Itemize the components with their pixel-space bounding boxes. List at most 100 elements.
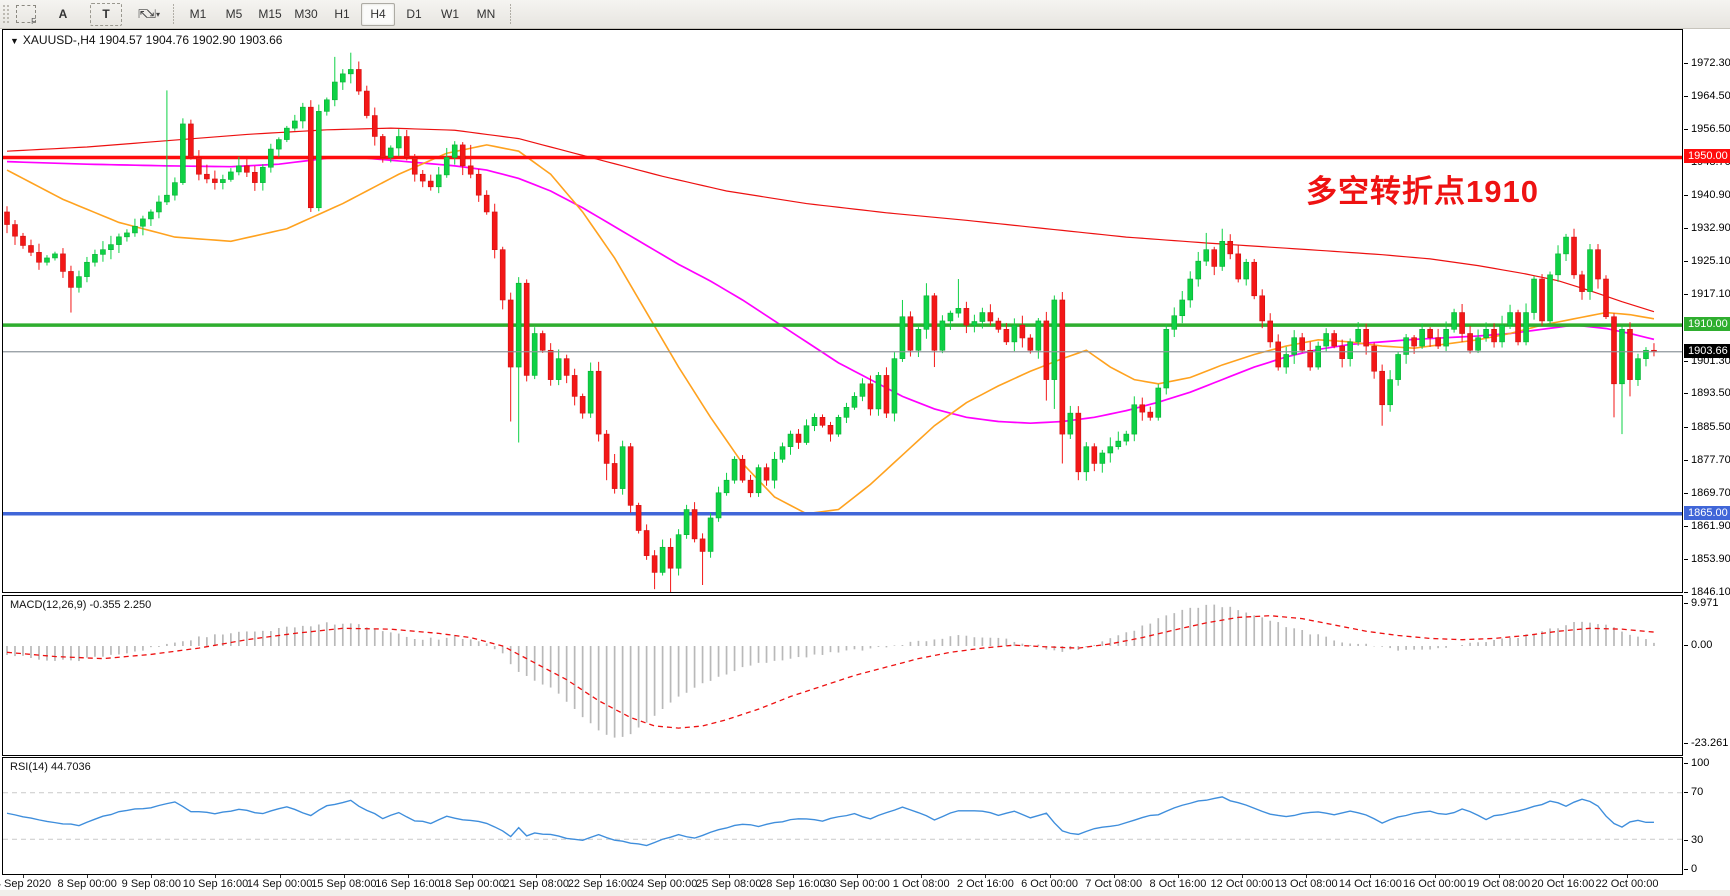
timeframe-button-h4[interactable]: H4 (361, 2, 395, 26)
macd-panel[interactable]: MACD(12,26,9) -0.355 2.250 (2, 595, 1683, 756)
time-label: 18 Sep 00:00 (439, 878, 505, 890)
time-axis[interactable]: 4 Sep 2020 8 Sep 00:00 9 Sep 08:00 10 Sep 1… (0, 875, 1683, 892)
time-label: 28 Sep 16:00 (760, 878, 826, 890)
time-label: 19 Oct 08:00 (1467, 878, 1531, 890)
price-tick-label: 1893.50 (1691, 387, 1730, 400)
rsi-label: RSI(14) 44.7036 (10, 761, 91, 773)
macd-canvas[interactable] (3, 596, 1682, 755)
time-label: 24 Sep 00:00 (631, 878, 698, 890)
time-tick (1434, 875, 1436, 878)
price-tick-label: 1846.10 (1691, 585, 1730, 598)
time-label: 1 Oct 08:00 (892, 878, 950, 890)
time-tick (343, 875, 345, 878)
timeframe-bar: M1 M5 M15 M30 H1 H4 D1 W1 MN (181, 2, 503, 26)
rsi-tick-label: 0 (1691, 863, 1698, 875)
time-label: 15 Sep 08:00 (311, 878, 377, 890)
timeframe-button-d1[interactable]: D1 (406, 7, 422, 21)
chart-shift-icon[interactable]: F (16, 5, 36, 26)
trend-annotation-text: 多空转折点1910 (1306, 174, 1539, 209)
time-label: 6 Oct 00:00 (1021, 878, 1078, 890)
time-label: 25 Sep 08:00 (696, 878, 762, 890)
toolbar-separator (173, 4, 174, 24)
time-tick (792, 875, 794, 878)
macd-tick-label: 0.00 (1691, 639, 1713, 651)
time-tick (215, 875, 217, 878)
time-label: 2 Oct 16:00 (956, 878, 1014, 890)
time-tick (151, 875, 153, 878)
time-label: 21 Sep 08:00 (503, 878, 569, 890)
timeframe-button-mn[interactable]: MN (476, 7, 496, 21)
time-label: 13 Oct 08:00 (1274, 878, 1338, 890)
one-click-trading-icon[interactable]: ▼ (10, 36, 19, 46)
axis-tick (1684, 360, 1688, 362)
arrows-icon: ⇱⇲ (137, 7, 156, 21)
timeframe-button-m30[interactable]: M30 (294, 7, 318, 21)
time-label: 22 Sep 16:00 (567, 878, 634, 890)
macd-label: MACD(12,26,9) -0.355 2.250 (10, 599, 152, 611)
time-tick (1562, 875, 1564, 878)
time-tick (664, 875, 666, 878)
axis-tick (1684, 525, 1688, 527)
time-tick (1113, 875, 1115, 878)
time-label: 10 Sep 16:00 (182, 878, 249, 890)
time-tick (985, 875, 987, 878)
price-chart-panel[interactable]: ▼ XAUUSD-,H4 1904.57 1904.76 1902.90 1903… (2, 29, 1683, 593)
rsi-panel[interactable]: RSI(14) 44.7036 (2, 757, 1683, 875)
timeframe-button-h1[interactable]: H1 (334, 7, 350, 21)
price-chart-canvas[interactable] (3, 30, 1682, 592)
axis-tick (1684, 228, 1688, 230)
text-tool-button[interactable]: T (90, 2, 122, 26)
time-label: 8 Sep 00:00 (57, 878, 117, 890)
time-tick (23, 875, 24, 878)
time-label: 22 Oct 00:00 (1595, 878, 1659, 890)
time-tick (1242, 875, 1244, 878)
axis-tick (1684, 839, 1688, 841)
axis-tick (1684, 763, 1688, 764)
time-label: 20 Oct 16:00 (1531, 878, 1595, 890)
time-tick (1049, 875, 1051, 878)
price-tick-label: 1956.50 (1691, 123, 1730, 136)
price-tick-label: 1917.10 (1691, 288, 1730, 301)
time-label: 14 Oct 16:00 (1338, 878, 1402, 890)
axis-tick (1684, 260, 1688, 262)
axis-tick (1684, 591, 1688, 593)
axis-tick (1684, 645, 1688, 646)
timeframe-button-m15[interactable]: M15 (258, 7, 282, 21)
price-level-badge-resistance: 1950.00 (1684, 149, 1730, 164)
axis-tick (1684, 559, 1688, 561)
time-tick (1306, 875, 1308, 878)
price-level-badge-last-price: 1903.66 (1684, 343, 1730, 358)
time-tick (1177, 875, 1179, 878)
toolbar-drag-handle[interactable] (2, 4, 10, 24)
time-label: 7 Oct 08:00 (1085, 878, 1143, 890)
time-label: 9 Sep 08:00 (121, 878, 181, 890)
rsi-tick-label: 30 (1691, 833, 1704, 846)
time-label: 30 Sep 00:00 (824, 878, 890, 890)
price-level-badge-support: 1865.00 (1684, 505, 1730, 520)
rsi-tick-label: 100 (1691, 757, 1710, 769)
price-tick-label: 1964.50 (1691, 89, 1730, 102)
timeframe-button-w1[interactable]: W1 (441, 7, 459, 21)
rsi-tick-label: 70 (1691, 786, 1704, 799)
time-label: 4 Sep 2020 (0, 878, 52, 890)
macd-tick-label: -23.261 (1691, 737, 1729, 749)
symbol-quote-line: XAUUSD-,H4 1904.57 1904.76 1902.90 1903.… (22, 33, 283, 47)
time-tick (857, 875, 859, 878)
axis-tick (1684, 393, 1688, 395)
price-tick-label: 1940.90 (1691, 188, 1730, 201)
time-tick (279, 875, 281, 878)
toolbar: F A T ⇱⇲ ▾ M1 M5 M15 M30 H1 H4 D1 W1 MN (0, 0, 1730, 29)
timeframe-button-m1[interactable]: M1 (189, 7, 207, 21)
status-strip (0, 890, 1730, 896)
timeframe-button-m5[interactable]: M5 (225, 7, 243, 21)
time-label: 16 Sep 16:00 (375, 878, 441, 890)
macd-tick-label: 9.971 (1691, 597, 1719, 610)
price-tick-label: 1932.90 (1691, 222, 1730, 235)
axis-tick (1684, 194, 1688, 196)
rsi-canvas[interactable] (3, 758, 1682, 874)
axis-tick (1684, 792, 1688, 794)
price-axis[interactable]: 1972.301964.501956.501948.701940.901932.… (1684, 29, 1730, 875)
cursor-tool-button[interactable]: A (58, 7, 68, 21)
arrows-tool-button[interactable]: ⇱⇲ ▾ (132, 3, 166, 26)
